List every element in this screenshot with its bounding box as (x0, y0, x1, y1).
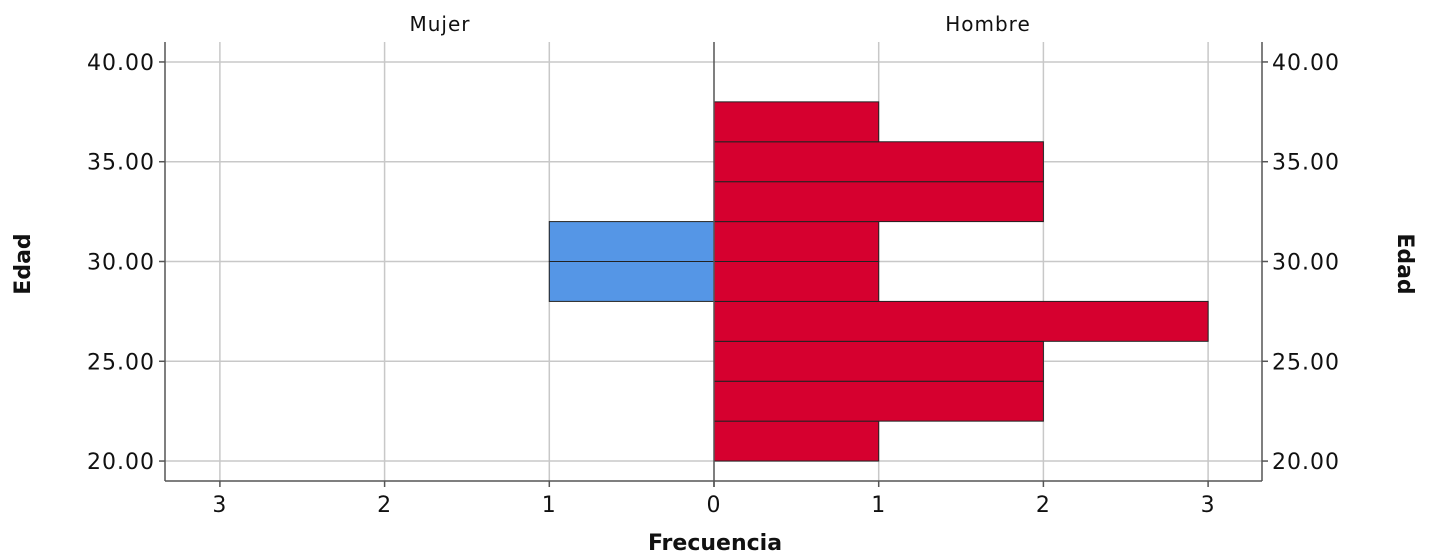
bar-hombre (713, 221, 880, 263)
x-axis-title: Frecuencia (648, 531, 782, 556)
y-tick-label-left: 40.00 (87, 51, 155, 76)
bar-mujer (548, 261, 715, 302)
y-tick-label-right: 20.00 (1272, 450, 1340, 475)
y-tick-label-left: 25.00 (87, 350, 155, 375)
y-tick-label-left: 30.00 (87, 251, 155, 276)
y-tick-label-right: 40.00 (1272, 51, 1340, 76)
y-tick-label-right: 25.00 (1272, 350, 1340, 375)
y-axis-title-right: Edad (1392, 233, 1417, 294)
bar-hombre (713, 420, 880, 462)
axes (159, 42, 1268, 487)
y-axis-title-left: Edad (11, 233, 36, 294)
x-tick-label-left: 1 (542, 493, 557, 518)
y-tick-label-right: 35.00 (1272, 151, 1340, 176)
y-tick-label-right: 30.00 (1272, 251, 1340, 276)
bar-hombre (713, 141, 1044, 183)
x-tick-label-right: 2 (1036, 493, 1051, 518)
bar-hombre (713, 380, 1044, 422)
bar-hombre (713, 101, 880, 143)
y-tick-label-left: 20.00 (87, 450, 155, 475)
bars (548, 101, 1209, 462)
x-tick-label-right: 0 (707, 493, 722, 518)
panel-label-hombre: Hombre (945, 12, 1031, 36)
panel-label-mujer: Mujer (409, 12, 470, 36)
x-tick-label-left: 2 (377, 493, 392, 518)
bar-hombre (713, 181, 1044, 223)
x-tick-label-right: 3 (1201, 493, 1216, 518)
bar-hombre (713, 340, 1044, 382)
x-tick-label-left: 3 (212, 493, 227, 518)
x-tick-label-right: 1 (871, 493, 886, 518)
y-tick-label-left: 35.00 (87, 151, 155, 176)
tick-labels: 20.00 20.00 25.00 25.00 30.00 30.00 35.00 35.00… (87, 51, 1340, 518)
bar-hombre (713, 300, 1209, 342)
bar-hombre (713, 261, 880, 302)
bar-mujer (548, 221, 715, 263)
